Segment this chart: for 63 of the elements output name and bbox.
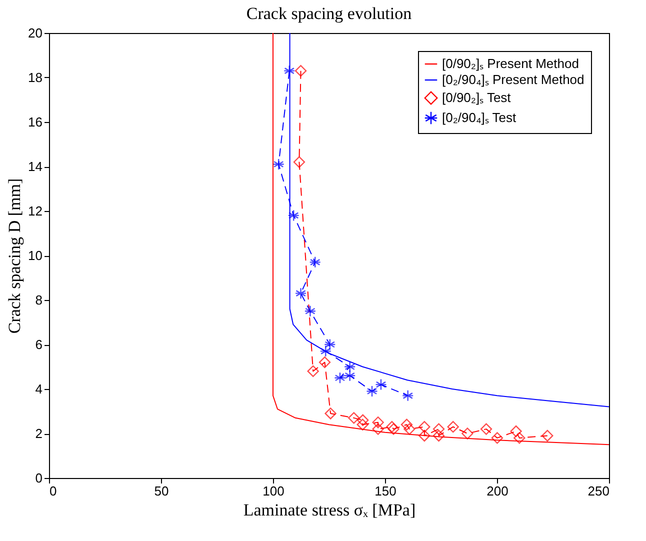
point (510, 425, 522, 438)
point (386, 420, 398, 433)
point (432, 430, 445, 442)
point (293, 156, 306, 168)
point (372, 423, 384, 435)
point (400, 418, 413, 430)
y-tick-label: 4 (35, 382, 42, 396)
point (294, 287, 307, 300)
point (491, 432, 504, 444)
point (324, 338, 336, 350)
y-tick-label: 18 (28, 70, 42, 85)
point (372, 416, 384, 428)
x-tick-label: 200 (486, 484, 508, 498)
legend-label: [0₂/90₄]ₛ Present Method (442, 72, 584, 87)
point (272, 158, 284, 170)
point (388, 423, 400, 435)
y-axis-title: Crack spacing D [mm] (5, 178, 24, 334)
chart-title: Crack spacing evolution (246, 4, 412, 23)
point (404, 423, 416, 435)
point (432, 423, 445, 435)
point (294, 64, 307, 77)
point (480, 423, 492, 435)
point (447, 420, 459, 433)
point (324, 408, 336, 420)
y-tick-label: 12 (28, 204, 42, 218)
point (344, 360, 356, 373)
point (318, 356, 331, 368)
x-tick-label: 50 (154, 484, 169, 498)
y-tick-label: 16 (28, 114, 42, 130)
y-tick-label: 20 (28, 26, 42, 40)
legend-label: [0/90₂]ₛ Test (442, 90, 512, 105)
y-tick-label: 6 (35, 337, 42, 352)
y-tick-label: 0 (35, 470, 42, 486)
point (284, 64, 296, 77)
point (418, 420, 430, 433)
x-tick-label: 150 (374, 484, 396, 498)
point (514, 432, 526, 444)
point (402, 390, 414, 402)
y-tick-label: 2 (35, 426, 42, 441)
point (320, 345, 332, 358)
legend-label: [0/90₂]ₛ Present Method (442, 56, 579, 71)
point (356, 418, 368, 430)
x-tick-label: 250 (588, 484, 610, 498)
y-tick-label: 10 (28, 248, 42, 263)
point (375, 378, 387, 390)
y-tick-label: 8 (35, 292, 42, 308)
point (334, 372, 346, 384)
point (418, 430, 430, 442)
point (304, 305, 316, 317)
x-tick-label: 0 (50, 484, 57, 498)
point (542, 430, 554, 442)
x-tick-label: 100 (262, 484, 284, 498)
point (288, 210, 300, 222)
point (344, 370, 356, 382)
point (307, 365, 319, 378)
x-axis-title: Laminate stress σₓ [MPa] (243, 500, 416, 520)
point (348, 412, 360, 424)
legend-label: [0₂/90₄]ₛ Test (442, 110, 516, 125)
y-tick-label: 14 (28, 159, 42, 174)
point (309, 256, 321, 268)
point (356, 414, 369, 426)
point (366, 385, 378, 398)
point (462, 428, 474, 440)
